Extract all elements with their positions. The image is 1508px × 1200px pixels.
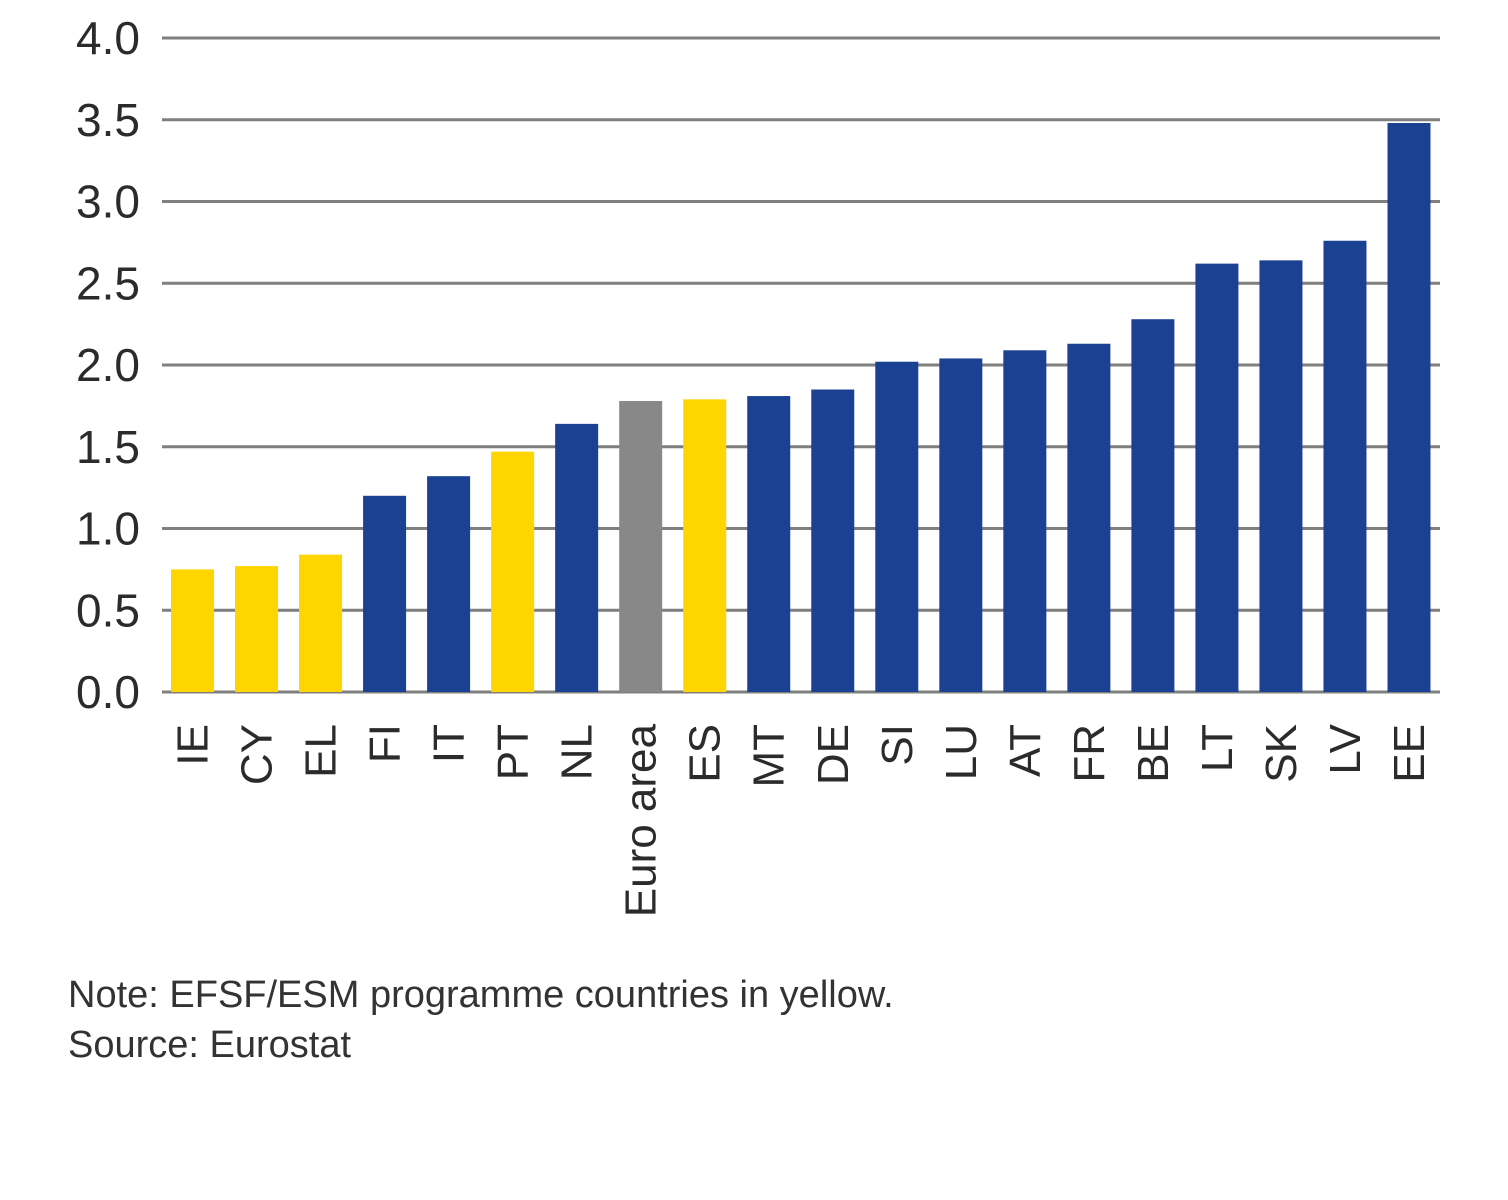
bar-ee	[1387, 123, 1431, 692]
bar-it	[427, 476, 471, 692]
chart-note: Note: EFSF/ESM programme countries in ye…	[68, 974, 894, 1016]
y-tick-label: 2.5	[76, 257, 140, 309]
x-category-label: FI	[361, 724, 410, 763]
x-category-label: DE	[809, 724, 858, 785]
x-category-label: CY	[233, 724, 282, 785]
x-category-label: NL	[553, 724, 602, 780]
chart-source: Source: Eurostat	[68, 1024, 352, 1066]
y-tick-label: 3.5	[76, 94, 140, 146]
x-category-label: LT	[1193, 724, 1242, 772]
y-axis-ticks: 0.0 0.5 1.0 1.5 2.0 2.5 3.0 3.5 4.0	[76, 12, 140, 718]
x-category-label: BE	[1129, 724, 1178, 783]
bars	[171, 123, 1431, 693]
y-tick-label: 1.0	[76, 503, 140, 555]
bar-fi	[363, 495, 407, 692]
y-tick-label: 0.0	[76, 666, 140, 718]
bar-euro-area	[619, 400, 663, 692]
bar-pt	[491, 451, 535, 692]
bar-mt	[747, 396, 791, 692]
x-category-label: LU	[937, 724, 986, 780]
bar-lt	[1195, 263, 1239, 692]
x-category-label: IE	[169, 724, 218, 766]
bar-ie	[171, 569, 214, 692]
y-tick-label: 2.0	[76, 339, 140, 391]
x-category-label: SK	[1257, 724, 1306, 783]
x-category-label: EE	[1385, 724, 1434, 783]
x-category-label: Euro area	[617, 723, 666, 917]
bar-lu	[939, 358, 983, 692]
gridlines	[162, 36, 1440, 694]
x-category-label: MT	[745, 724, 794, 788]
y-tick-label: 1.5	[76, 421, 140, 473]
x-axis-labels: IE CY EL FI IT PT NL Euro area ES MT DE SI LU AT FR BE L…	[169, 723, 1435, 917]
x-category-label: SI	[873, 724, 922, 766]
x-category-label: LV	[1321, 723, 1370, 774]
x-category-label: FR	[1065, 724, 1114, 783]
bar-es	[683, 399, 727, 692]
y-tick-label: 3.0	[76, 176, 140, 228]
y-tick-label: 4.0	[76, 12, 140, 64]
x-category-label: EL	[297, 724, 346, 778]
bar-nl	[555, 423, 599, 692]
bar-lv	[1323, 240, 1367, 693]
x-category-label: PT	[489, 724, 538, 780]
bar-cy	[235, 566, 279, 692]
bar-at	[1003, 350, 1047, 692]
bar-el	[299, 554, 343, 692]
x-category-label: IT	[425, 724, 474, 763]
bar-sk	[1259, 260, 1303, 692]
x-category-label: AT	[1001, 724, 1050, 777]
bar-si	[875, 361, 919, 692]
bar-de	[811, 389, 855, 692]
x-category-label: ES	[681, 724, 730, 783]
bar-be	[1131, 319, 1175, 692]
bar-fr	[1067, 343, 1111, 692]
bar-chart: 0.0 0.5 1.0 1.5 2.0 2.5 3.0 3.5 4.0 IE CY EL FI IT PT…	[76, 12, 1440, 917]
y-tick-label: 0.5	[76, 584, 140, 636]
